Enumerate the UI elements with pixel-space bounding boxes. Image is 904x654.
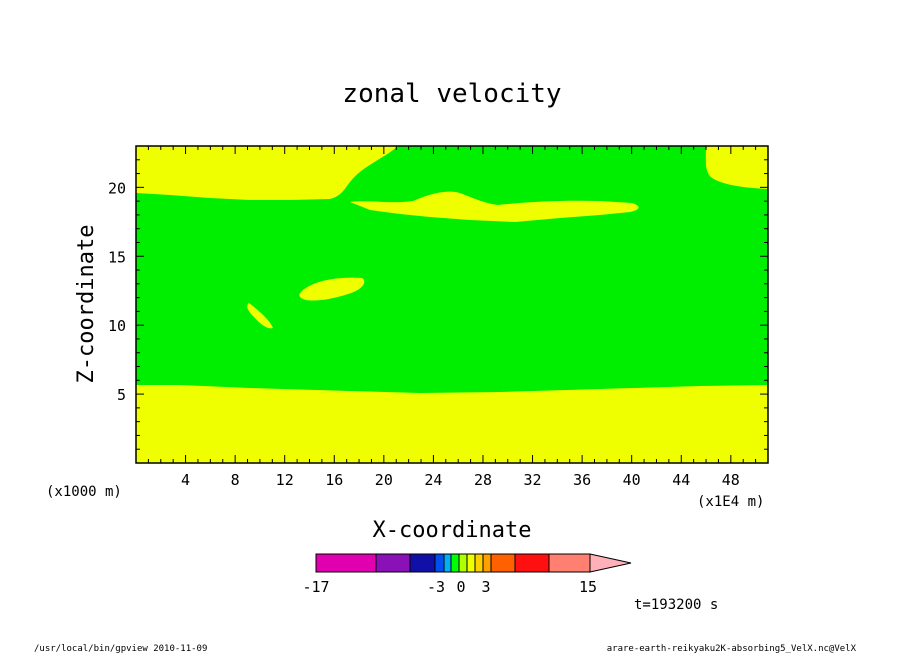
x-tick-label: 28 [474, 471, 492, 489]
colorbar-tick-label: 3 [481, 578, 490, 596]
x-tick-label: 4 [181, 471, 190, 489]
colorbar-tick-label: -3 [427, 578, 445, 596]
x-tick-label: 12 [276, 471, 294, 489]
x-tick-label: 48 [722, 471, 740, 489]
colorbar-segment [548, 553, 591, 573]
region-yellow-island-2 [247, 303, 273, 329]
y-tick-label: 20 [108, 179, 126, 197]
colorbar-tick-label: 0 [456, 578, 465, 596]
y-tick-label: 15 [108, 248, 126, 266]
colorbar-segment [474, 553, 484, 573]
y-axis-label: Z-coordinate [74, 225, 99, 384]
colorbar-tick-label: -17 [302, 578, 329, 596]
x-axis-label: X-coordinate [373, 518, 532, 543]
colorbar-segment [490, 553, 516, 573]
x-tick-label: 20 [375, 471, 393, 489]
axis-ticks [136, 146, 768, 463]
x-unit-label: (x1E4 m) [697, 494, 764, 510]
colorbar-segment [409, 553, 436, 573]
plot-frame [135, 145, 769, 464]
footer-right: arare-earth-reikyaku2K-absorbing5_VelX.n… [607, 644, 857, 654]
colorbar-segment [375, 553, 411, 573]
x-tick-label: 24 [424, 471, 442, 489]
colorbar-segment [315, 553, 377, 573]
x-tick-label: 44 [672, 471, 690, 489]
x-tick-label: 32 [524, 471, 542, 489]
time-label: t=193200 s [634, 597, 718, 613]
contour-regions [136, 146, 768, 463]
x-tick-label: 40 [623, 471, 641, 489]
colorbar [315, 553, 632, 573]
colorbar-segment [466, 553, 476, 573]
footer-left: /usr/local/bin/gpview 2010-11-09 [34, 644, 207, 654]
colorbar-labels: -17 -3 0 3 15 [302, 578, 597, 596]
colorbar-extend-arrow [589, 553, 632, 573]
colorbar-segment [514, 553, 550, 573]
region-yellow-lens [350, 191, 639, 222]
y-tick-label: 5 [117, 386, 126, 404]
region-yellow-island-1 [299, 277, 365, 301]
colorbar-segment [434, 553, 445, 573]
x-tick-label: 36 [573, 471, 591, 489]
colorbar-segment [482, 553, 492, 573]
colorbar-tick-label: 15 [579, 578, 597, 596]
colorbar-segment [450, 553, 460, 573]
x-tick-label: 16 [325, 471, 343, 489]
y-tick-label: 10 [108, 317, 126, 335]
colorbar-segment [443, 553, 452, 573]
y-unit-label: (x1000 m) [46, 484, 122, 500]
colorbar-segment [458, 553, 468, 573]
x-tick-label: 8 [231, 471, 240, 489]
chart-title: zonal velocity [342, 79, 561, 109]
